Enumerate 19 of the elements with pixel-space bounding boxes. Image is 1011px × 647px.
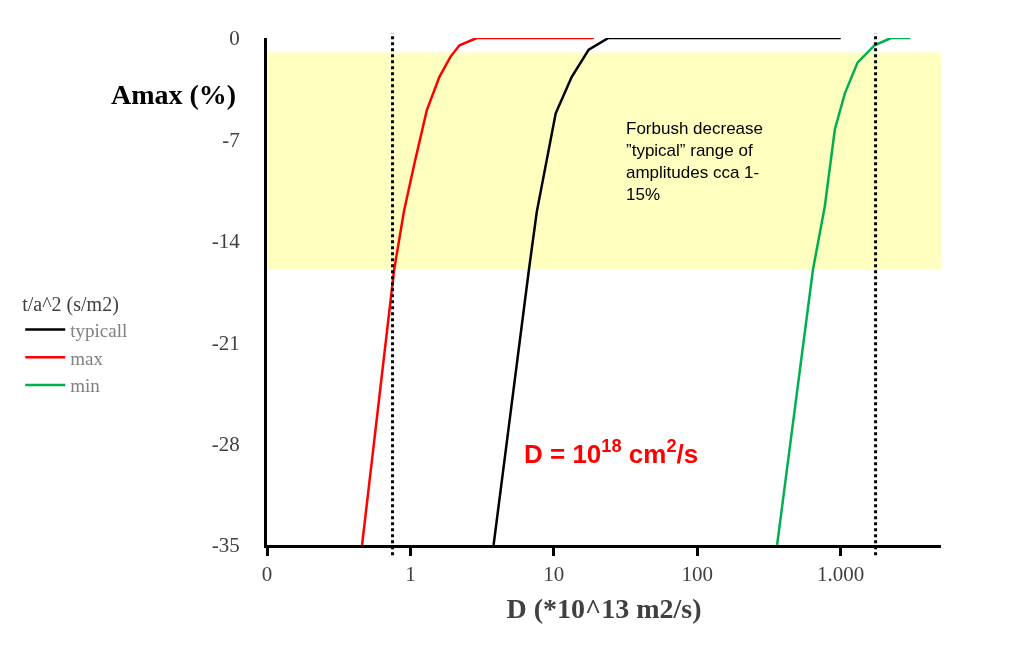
y-tick-label: -35 <box>211 533 240 558</box>
x-tick-label: 1 <box>405 562 416 587</box>
legend-label: max <box>70 347 104 369</box>
y-tick-label: -7 <box>222 127 240 152</box>
legend-label: min <box>70 375 101 397</box>
x-tick-label: 0 <box>261 562 273 587</box>
y-axis-title: Amax (%) <box>111 79 237 110</box>
y-tick-label: -28 <box>211 431 240 456</box>
x-tick-label: 100 <box>681 562 714 587</box>
legend-title: t/a^2 (s/m2) <box>22 292 119 316</box>
x-tick-label: 10 <box>543 562 565 587</box>
y-tick-label: -21 <box>211 330 240 355</box>
y-tick-label: -14 <box>211 229 241 254</box>
annotation: D = 10$^{18}$ cm$^{2}$/s <box>524 436 699 469</box>
band-label: Forbush decrease ”typical” range of amplitudes cca 1- 15% <box>626 119 764 205</box>
y-tick-label: 0 <box>229 26 240 51</box>
x-axis-title: D (*10^13 m2/s) <box>506 593 702 625</box>
x-tick-label: 1.000 <box>817 562 865 587</box>
legend-label: typicall <box>70 319 128 341</box>
